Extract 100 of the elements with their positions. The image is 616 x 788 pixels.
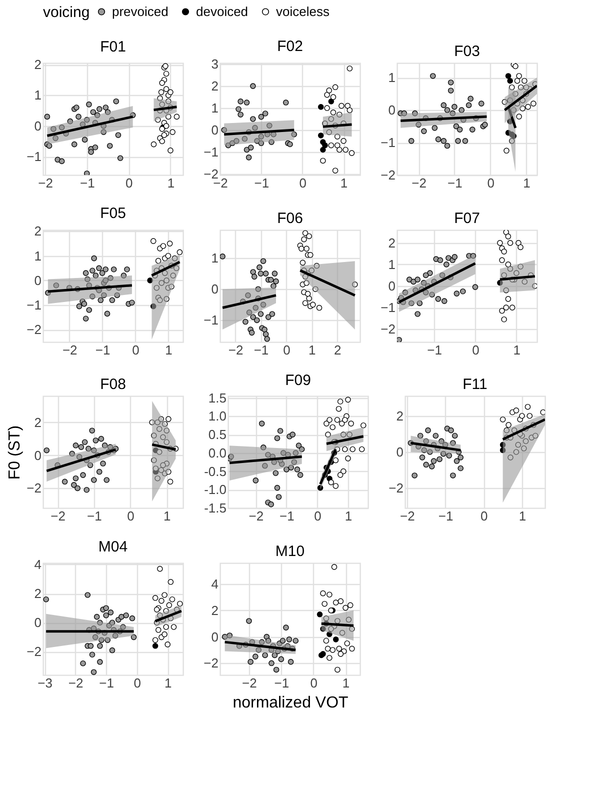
x-tick-label: 0 bbox=[132, 342, 140, 358]
y-tick-label: 2 bbox=[34, 57, 42, 72]
y-tick-label: 1 bbox=[388, 256, 396, 272]
x-tick-label: 1 bbox=[165, 342, 172, 358]
y-tick-label: 3 bbox=[211, 56, 218, 72]
y-tick-label: 0 bbox=[396, 444, 404, 460]
x-tick-label: 0 bbox=[310, 676, 318, 690]
chart-title: F07 bbox=[454, 210, 480, 227]
x-tick-label: 1 bbox=[167, 176, 175, 190]
y-tick-label: 0 bbox=[34, 448, 42, 463]
y-tick-label: -1.0 bbox=[204, 482, 226, 498]
y-tick-label: 0 bbox=[34, 118, 42, 134]
y-tick-label: −2 bbox=[204, 656, 218, 671]
y-tick-label: 1 bbox=[211, 250, 218, 266]
x-tick-label: −1 bbox=[86, 508, 102, 524]
chart-title: M10 bbox=[275, 543, 305, 560]
x-tick-label: 1 bbox=[342, 676, 350, 690]
legend-label: devoiced bbox=[196, 4, 248, 19]
x-tick-label: 0 bbox=[472, 342, 480, 358]
chart-title: F11 bbox=[462, 376, 488, 393]
chart-title: F03 bbox=[454, 43, 480, 60]
y-tick-label: 1 bbox=[34, 88, 42, 103]
chart-title: F02 bbox=[277, 38, 303, 56]
y-tick-label: −1 bbox=[204, 144, 218, 160]
x-tick-label: 0 bbox=[283, 342, 290, 358]
y-tick-label: 2 bbox=[34, 414, 42, 430]
y-tick-label: 2 bbox=[211, 602, 218, 618]
x-tick-label: 1 bbox=[164, 676, 172, 690]
x-tick-label: −2 bbox=[62, 342, 78, 358]
x-tick-label: −1 bbox=[99, 676, 114, 690]
x-tick-label: −2 bbox=[50, 508, 66, 524]
y-tick-label: 1 bbox=[388, 70, 396, 86]
y-tick-label: 2 bbox=[34, 224, 42, 239]
y-tick-label: 2 bbox=[396, 408, 404, 424]
x-tick-label: 0 bbox=[487, 176, 494, 190]
y-tick-label: 0 bbox=[211, 122, 218, 138]
y-tick-label: −2 bbox=[26, 480, 42, 496]
x-tick-label: 1 bbox=[513, 342, 521, 358]
chart-title: F08 bbox=[100, 376, 126, 393]
x-tick-label: −1 bbox=[274, 676, 290, 690]
chart-title: F09 bbox=[285, 372, 311, 389]
y-tick-label: 2 bbox=[388, 235, 396, 250]
y-tick-label: 2 bbox=[211, 78, 218, 94]
y-tick-label: -1.5 bbox=[204, 500, 226, 516]
legend-label: prevoiced bbox=[112, 4, 168, 19]
legend-title: voicing bbox=[43, 4, 90, 21]
y-tick-label: 4 bbox=[211, 576, 218, 592]
x-tick-label: −2 bbox=[68, 676, 84, 690]
x-tick-label: −1 bbox=[254, 342, 269, 358]
chart-title: M04 bbox=[98, 538, 128, 556]
x-tick-label: −2 bbox=[242, 676, 257, 690]
y-tick-label: 0.5 bbox=[208, 427, 226, 442]
y-tick-label: -0.5 bbox=[204, 464, 226, 479]
chart-title: F06 bbox=[277, 210, 303, 227]
y-tick-label: 2 bbox=[34, 586, 42, 602]
x-tick-label: −2 bbox=[248, 508, 264, 524]
x-tick-label: 2 bbox=[334, 342, 342, 358]
y-tick-label: 1.0 bbox=[208, 408, 226, 424]
y-tick-label: 4 bbox=[34, 556, 42, 572]
x-tick-label: −1 bbox=[95, 342, 110, 358]
y-tick-label: −1 bbox=[26, 149, 42, 164]
x-tick-label: 1 bbox=[344, 508, 352, 524]
x-tick-label: 0 bbox=[480, 508, 488, 524]
y-tick-label: −1 bbox=[26, 298, 42, 313]
y-tick-label: 0 bbox=[211, 282, 218, 297]
y-tick-label: −2 bbox=[380, 322, 396, 337]
x-tick-label: 1 bbox=[308, 342, 316, 358]
y-axis-title: F0 (ST) bbox=[6, 425, 24, 480]
x-tick-label: 1 bbox=[518, 508, 526, 524]
x-tick-label: −2 bbox=[228, 342, 244, 358]
y-tick-label: 0 bbox=[388, 102, 396, 118]
x-tick-label: 0 bbox=[299, 176, 306, 190]
y-tick-label: 0 bbox=[388, 278, 396, 294]
y-tick-label: −1 bbox=[204, 312, 218, 328]
y-tick-label: −2 bbox=[26, 322, 42, 338]
x-tick-label: −2 bbox=[412, 176, 426, 190]
x-tick-label: −1 bbox=[80, 176, 95, 190]
x-tick-label: −1 bbox=[438, 508, 454, 524]
x-tick-label: −1 bbox=[427, 342, 442, 358]
y-tick-label: 0 bbox=[34, 615, 42, 630]
y-tick-label: 1.5 bbox=[208, 390, 226, 406]
y-tick-label: 0.0 bbox=[208, 445, 226, 460]
x-tick-label: 0 bbox=[126, 176, 133, 190]
y-tick-label: 0 bbox=[211, 629, 218, 644]
x-tick-label: 1 bbox=[340, 176, 348, 190]
x-tick-label: 1 bbox=[164, 508, 171, 524]
x-tick-label: 0 bbox=[127, 508, 134, 524]
x-tick-label: −1 bbox=[254, 176, 270, 190]
x-tick-label: 0 bbox=[314, 508, 322, 524]
x-tick-label: 1 bbox=[523, 176, 530, 190]
chart-title: F01 bbox=[100, 38, 126, 56]
legend-label: voiceless bbox=[276, 4, 330, 19]
y-tick-label: 1 bbox=[34, 248, 42, 264]
y-tick-label: −1 bbox=[380, 135, 396, 150]
y-tick-label: −1 bbox=[380, 300, 396, 316]
x-axis-title: normalized VOT bbox=[232, 694, 349, 712]
chart-title: F05 bbox=[100, 205, 126, 222]
y-tick-label: 1 bbox=[211, 100, 218, 116]
x-tick-label: 0 bbox=[134, 676, 141, 690]
y-tick-label: −2 bbox=[26, 644, 42, 660]
